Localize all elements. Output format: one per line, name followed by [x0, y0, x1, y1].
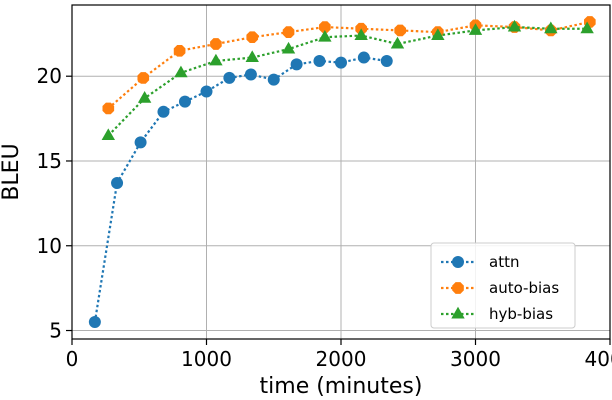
data-point — [357, 51, 370, 64]
x-tick-label: 0 — [66, 347, 79, 371]
y-tick-label: 20 — [37, 64, 62, 88]
data-point — [246, 31, 259, 44]
legend-marker — [452, 282, 464, 294]
series-attn — [88, 51, 393, 329]
data-point — [157, 105, 170, 118]
data-point — [380, 54, 393, 67]
data-point — [319, 21, 331, 33]
data-point — [468, 23, 483, 35]
y-axis-title: BLEU — [0, 143, 24, 200]
series-hyb-bias — [101, 19, 594, 141]
data-point — [267, 73, 280, 86]
data-point — [244, 68, 257, 81]
data-point — [174, 65, 188, 78]
data-point — [102, 102, 115, 115]
x-tick-label: 1000 — [181, 347, 232, 371]
data-point — [313, 54, 326, 67]
series-line — [107, 25, 588, 137]
data-point — [290, 58, 303, 71]
data-point — [282, 26, 295, 38]
legend-label: hyb-bias — [489, 305, 553, 323]
data-point — [245, 50, 259, 63]
data-point — [137, 72, 150, 84]
data-point — [200, 85, 213, 98]
legend-label: attn — [489, 253, 519, 271]
data-point — [209, 53, 223, 66]
data-point — [507, 19, 522, 32]
axis-ticks: 0 1000 2000 3000 4000 5 10 15 20 — [37, 64, 612, 371]
data-point — [281, 41, 296, 54]
data-point — [394, 24, 406, 37]
series-line — [107, 20, 591, 110]
data-point — [318, 30, 332, 42]
data-point — [173, 44, 186, 57]
data-point — [335, 56, 347, 69]
data-point — [580, 21, 594, 34]
x-tick-label: 4000 — [585, 347, 612, 371]
data-point — [137, 91, 152, 103]
data-point — [431, 28, 445, 40]
legend-item: auto-bias — [441, 279, 559, 297]
series-layer — [88, 16, 596, 329]
y-tick-label: 5 — [49, 319, 62, 343]
legend-label: auto-bias — [489, 279, 559, 297]
y-tick-label: 10 — [37, 234, 62, 258]
data-point — [210, 38, 222, 50]
data-point — [101, 128, 116, 141]
series-line — [93, 56, 387, 323]
legend-marker — [451, 306, 465, 319]
x-axis-title: time (minutes) — [260, 374, 423, 399]
y-tick-label: 15 — [37, 149, 62, 173]
x-tick-label: 2000 — [316, 347, 367, 371]
data-point — [354, 28, 368, 40]
data-point — [390, 36, 405, 49]
data-point — [88, 316, 101, 329]
legend-item: hyb-bias — [441, 305, 553, 323]
data-point — [178, 95, 191, 108]
data-point — [223, 71, 236, 84]
legend: attn auto-bias hyb-bias — [430, 242, 576, 329]
legend-box — [430, 242, 576, 329]
x-tick-label: 3000 — [450, 347, 501, 371]
legend-marker — [452, 256, 464, 268]
series-auto-bias — [102, 16, 596, 115]
data-point — [111, 177, 124, 190]
data-point — [544, 21, 558, 34]
legend-item: attn — [441, 253, 519, 271]
data-point — [134, 136, 147, 149]
